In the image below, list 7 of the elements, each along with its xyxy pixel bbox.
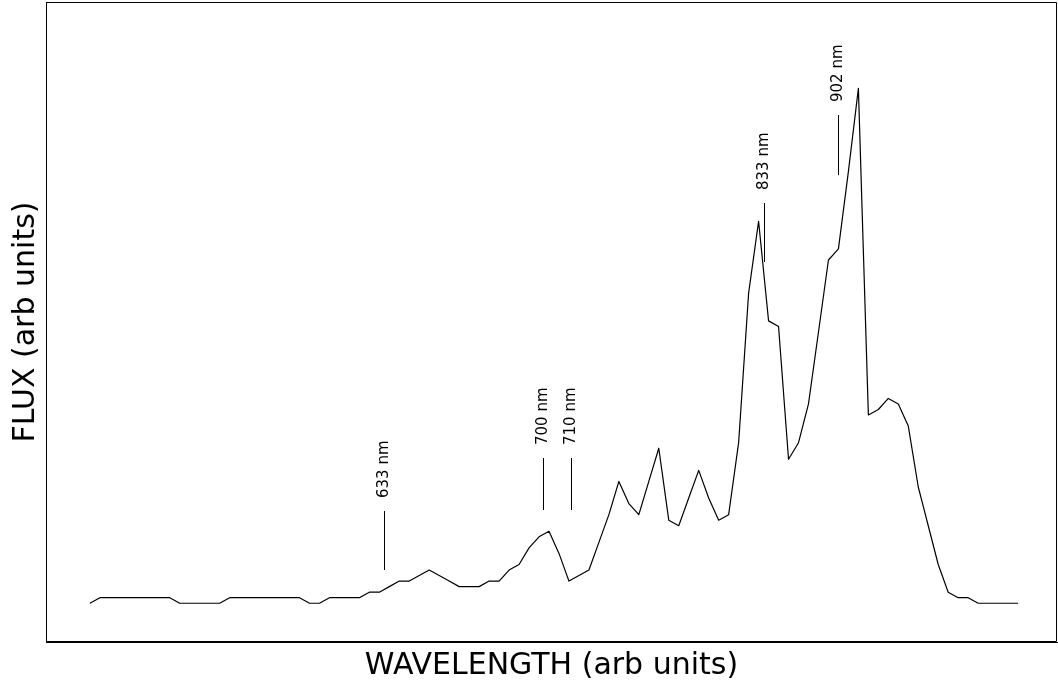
annotation: 700 nm [532, 387, 551, 445]
annotation: 710 nm [560, 387, 579, 445]
y-axis-title: FLUX (arb units) [5, 201, 41, 443]
x-axis-title: WAVELENGTH (arb units) [364, 645, 739, 681]
annotation: 633 nm [373, 440, 392, 498]
annotation: 902 nm [827, 44, 846, 102]
annotation: 833 nm [753, 132, 772, 190]
